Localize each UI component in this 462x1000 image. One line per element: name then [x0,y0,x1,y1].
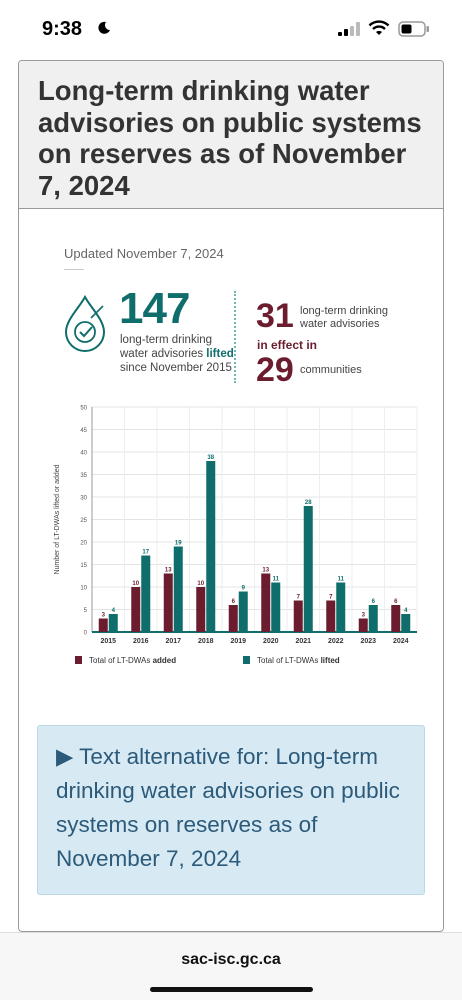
data-label: 11 [273,577,280,583]
y-tick-label: 20 [80,541,87,547]
lifted-count: 147 [119,284,190,333]
x-tick-label: 2015 [100,638,116,645]
x-tick-label: 2021 [295,638,311,645]
y-tick-label: 25 [80,518,87,524]
legend-swatch-added [75,656,82,664]
bar-added [391,605,401,632]
data-label: 3 [102,613,106,619]
x-tick-label: 2017 [165,638,181,645]
communities-count: 29 [256,351,294,389]
data-label: 4 [404,608,408,614]
x-tick-label: 2022 [328,638,344,645]
data-label: 28 [305,500,312,506]
bar-added [293,600,303,632]
in-effect-description: long-term drinking water advisories [300,305,389,330]
bar-lifted [368,605,378,632]
data-label: 11 [338,577,345,583]
bar-added [358,618,368,632]
bar-lifted [401,614,411,632]
lifted-since-text: since November 2015 [120,362,232,374]
home-indicator[interactable] [150,987,313,992]
moon-icon [98,21,110,34]
data-label: 9 [242,586,246,592]
browser-url-bar[interactable]: sac-isc.gc.ca [0,932,462,1000]
wifi-icon [368,20,390,35]
battery-icon [398,21,429,37]
bar-lifted [238,591,248,632]
bar-added [326,600,336,632]
data-label: 4 [112,608,116,614]
y-tick-label: 35 [80,473,87,479]
bar-added [228,605,238,632]
y-tick-label: 10 [80,586,87,592]
data-label: 3 [362,613,366,619]
card-header: Long-term drinking water advisories on p… [19,61,443,209]
data-label: 17 [142,550,149,556]
legend-swatch-lifted [243,656,250,664]
data-label: 6 [232,599,236,605]
data-label: 10 [197,581,204,587]
x-tick-label: 2024 [393,638,409,645]
x-tick-label: 2020 [263,638,279,645]
bar-added [261,573,271,632]
y-axis-label: Number of LT-DWAs lifted or added [54,464,61,574]
status-bar: 9:38 [0,0,462,58]
data-label: 6 [394,599,398,605]
y-tick-label: 5 [84,608,88,614]
x-tick-label: 2019 [230,638,246,645]
x-tick-label: 2023 [360,638,376,645]
data-label: 13 [262,568,269,574]
url-text: sac-isc.gc.ca [181,951,281,968]
cellular-signal-icon [338,22,360,36]
data-label: 7 [329,595,333,601]
y-tick-label: 0 [84,631,88,637]
data-label: 6 [372,599,376,605]
data-label: 10 [132,581,139,587]
lifted-description: long-term drinking water advisories lift… [120,333,240,375]
content-card: Long-term drinking water advisories on p… [18,60,444,932]
data-label: 7 [297,595,301,601]
data-label: 19 [175,541,182,547]
communities-label: communities [300,364,362,376]
y-tick-label: 45 [80,428,87,434]
divider [64,269,84,270]
bar-lifted [173,546,183,632]
x-tick-label: 2018 [198,638,214,645]
y-tick-label: 15 [80,563,87,569]
legend-label-added: Total of LT-DWAs added [89,656,176,665]
lifted-word: lifted [206,348,234,360]
legend-label-lifted: Total of LT-DWAs lifted [257,656,340,665]
bar-lifted [141,555,151,632]
stats-divider [234,291,236,383]
in-effect-label: in effect in [257,338,318,352]
bar-lifted [336,582,346,632]
advisories-bar-chart: 0 5 10 15 20 25 30 35 40 45 50 Number of LT-DWAs li… [54,406,418,665]
bar-lifted [108,614,118,632]
lifted-desc-text: long-term drinking water advisories [120,334,213,360]
bar-lifted [303,506,313,632]
bar-lifted [206,461,216,632]
bar-added [131,587,141,632]
data-label: 13 [165,568,172,574]
updated-date: Updated November 7, 2024 [64,246,224,261]
y-tick-label: 40 [80,451,87,457]
y-tick-label: 30 [80,496,87,502]
bar-added [98,618,108,632]
text-alternative-toggle[interactable]: ▶ Text alternative for: Long-term drinki… [37,725,425,895]
bar-added [196,587,206,632]
bar-lifted [271,582,281,632]
data-label: 38 [207,455,214,461]
x-tick-label: 2016 [133,638,149,645]
card-title: Long-term drinking water advisories on p… [38,75,422,201]
status-time: 9:38 [42,18,83,40]
y-tick-label: 50 [80,406,87,412]
bar-added [163,573,173,632]
water-drop-check-icon [64,294,106,352]
in-effect-count: 31 [256,297,294,335]
text-alternative-label: ▶ Text alternative for: Long-term drinki… [56,744,400,871]
